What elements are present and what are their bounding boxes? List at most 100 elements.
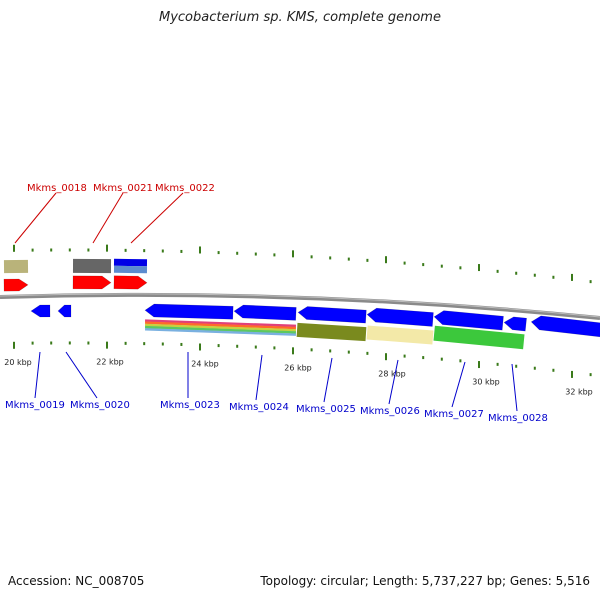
reverse-gene-arrow [530,315,600,338]
gene-label: Mkms_0025 [296,404,356,415]
top-tick-mark [161,249,164,253]
bottom-tick-mark [496,362,499,366]
top-tick-track [13,244,592,284]
top-tick-mark [422,263,425,267]
accession-text: Accession: NC_008705 [8,574,145,588]
forward-gene-arrow [113,275,148,290]
gene-label: Mkms_0023 [160,400,220,411]
tick-label: 24 kbp [191,360,219,369]
bottom-tick-mark [422,356,425,360]
top-tick-mark [68,248,71,252]
leader-line [255,354,263,401]
top-tick-mark [217,251,220,255]
bottom-tick-mark [403,354,406,358]
annotation-block [366,325,434,345]
gene-label: Mkms_0019 [5,400,65,411]
top-tick-mark [366,258,369,262]
gene-label: Mkms_0026 [360,406,420,417]
bottom-tick-mark [329,349,332,353]
bottom-tick-mark [515,364,518,368]
annotation-block [113,258,148,267]
bottom-tick-mark [292,347,294,355]
top-tick-mark [236,251,239,255]
top-tick-mark [87,248,90,252]
bottom-tick-mark [161,342,164,346]
reverse-gene-arrow [57,304,72,318]
top-tick-mark [459,266,462,270]
bottom-tick-track [13,341,592,378]
annotation-stripe [145,319,296,328]
top-tick-mark [496,269,499,273]
annotation-block [433,325,525,350]
top-tick-mark [273,253,276,257]
genome-summary-text: Topology: circular; Length: 5,737,227 bp… [260,574,590,588]
feature-track [3,258,600,350]
bottom-tick-mark [478,361,480,369]
reverse-gene-arrow [366,307,434,327]
reverse-gene-arrow [503,316,527,332]
reverse-gene-arrow [144,303,234,320]
top-tick-mark [254,252,257,256]
top-tick-mark [440,264,443,268]
leader-line [323,357,333,403]
bottom-tick-mark [440,357,443,361]
bottom-tick-mark [31,341,34,345]
top-tick-mark [515,271,518,275]
bottom-tick-mark [143,342,146,346]
bottom-tick-mark [385,353,387,361]
top-tick-mark [571,273,573,281]
bottom-tick-mark [87,341,90,345]
gene-label: Mkms_0021 [93,183,153,194]
forward-gene-arrow [3,278,29,292]
reverse-gene-arrow [297,306,367,324]
top-tick-mark [106,244,108,252]
bottom-tick-mark [310,348,313,352]
annotation-block [3,259,29,274]
reverse-gene-arrow [233,304,297,321]
genome-backbone-highlight [0,293,600,318]
top-tick-mark [478,264,480,272]
bottom-tick-mark [347,350,350,354]
annotation-block [113,265,148,274]
annotation-stripe [145,325,296,334]
bottom-tick-mark [124,341,127,345]
bottom-tick-mark [571,370,573,378]
top-tick-mark [403,261,406,265]
bottom-tick-mark [199,343,201,351]
top-tick-mark [31,248,34,252]
gene-label: Mkms_0024 [229,402,289,413]
top-tick-mark [180,249,183,253]
tick-label: 20 kbp [4,358,32,367]
top-tick-mark [50,248,53,252]
top-tick-mark [385,256,387,264]
annotation-stripe [145,323,296,332]
bottom-tick-mark [273,346,276,350]
top-tick-mark [310,255,313,259]
top-tick-mark [329,256,332,260]
bottom-tick-mark [180,342,183,346]
top-tick-mark [199,246,201,254]
bottom-tick-mark [13,341,15,349]
reverse-gene-arrow [433,310,504,331]
map-title: Mycobacterium sp. KMS, complete genome [159,10,441,25]
gene-label: Mkms_0018 [27,183,87,194]
gene-label-group: Mkms_0018 Mkms_0021 Mkms_0022 Mkms_0019 Mkms… [5,183,548,424]
bottom-tick-mark [589,373,592,377]
top-tick-mark [124,248,127,252]
top-tick-mark [533,273,536,277]
bottom-tick-mark [236,344,239,348]
leader-line [34,351,41,399]
leader-line [451,361,466,408]
bottom-tick-mark [254,345,257,349]
top-tick-mark [13,244,15,252]
leader-line [511,363,518,412]
tick-label: 26 kbp [284,364,312,373]
bottom-tick-mark [552,368,555,372]
annotation-stripe [145,321,296,330]
genome-backbone [0,292,600,320]
top-tick-mark [589,280,592,284]
tick-label: 28 kbp [378,370,406,379]
leader-line [130,192,184,244]
leader-line [65,351,98,399]
